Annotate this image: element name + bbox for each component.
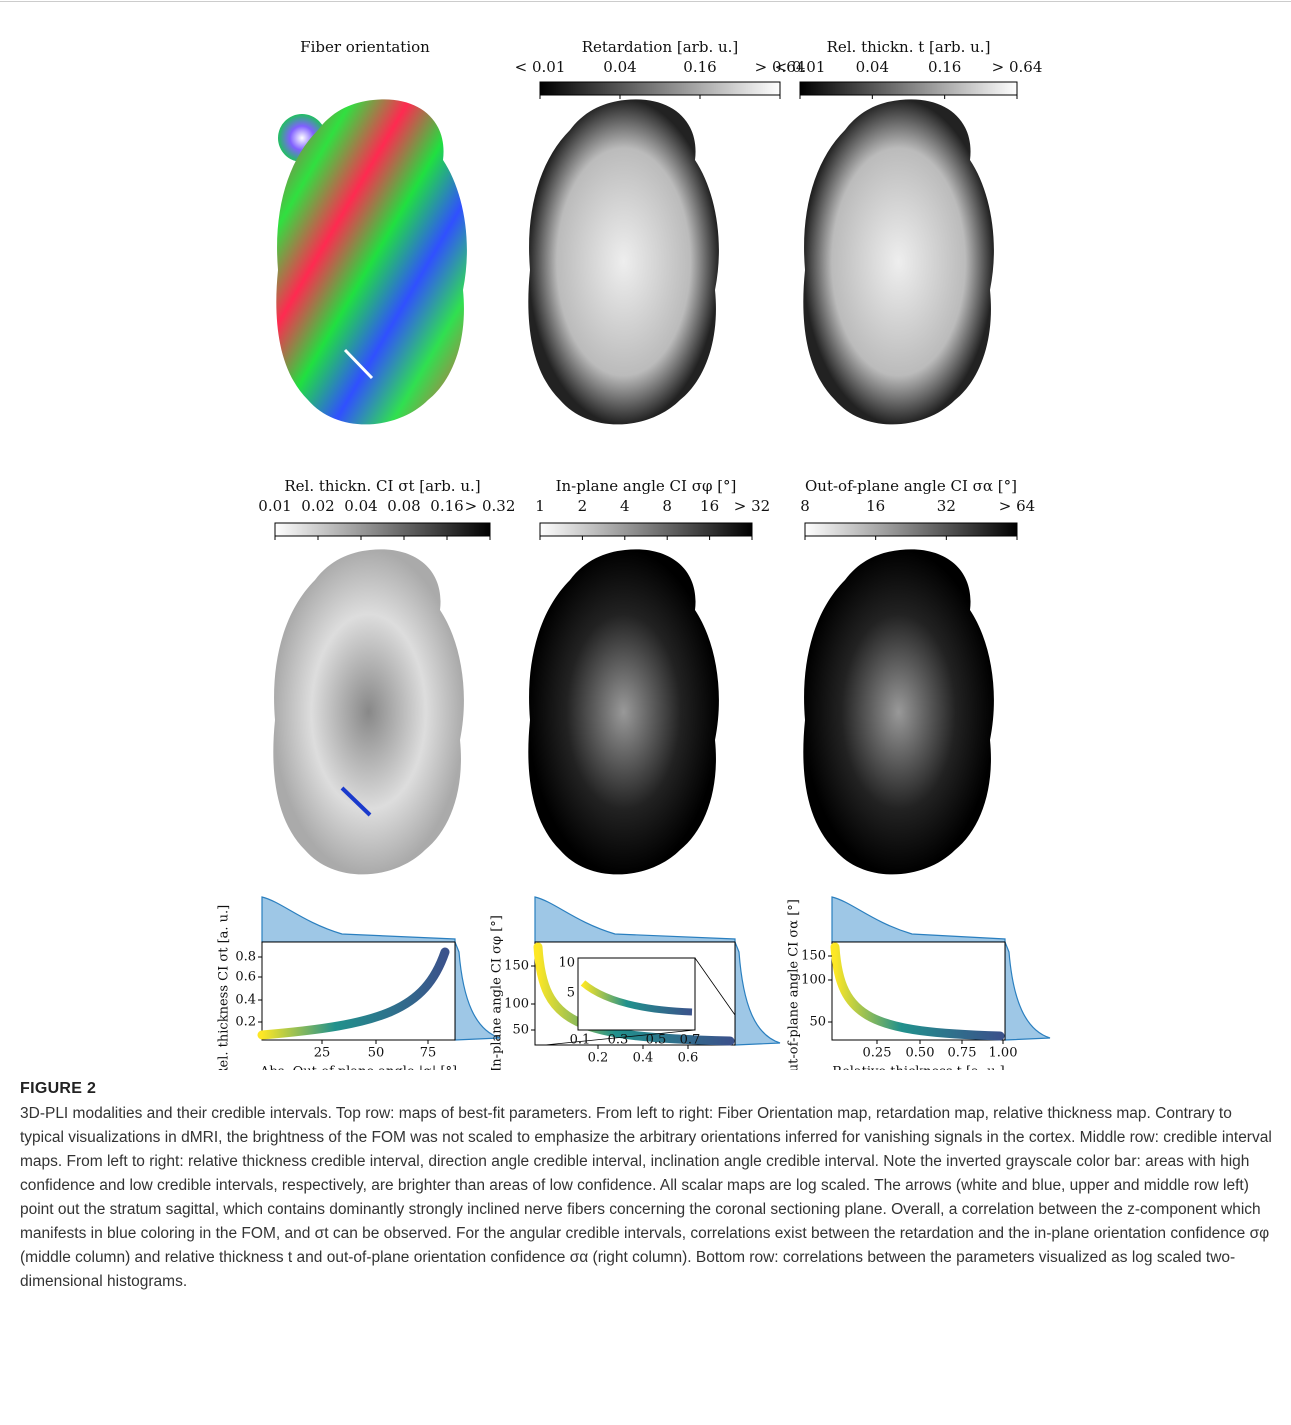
figure: Fiber orientation Abs. Out-of-plane angl…	[0, 0, 1291, 1070]
x-axis-label: Abs. Out-of-plane angle |α| [°]	[259, 1065, 457, 1071]
colorbar-tick-label: 4	[620, 497, 630, 515]
y-tick-label: 0.4	[235, 993, 256, 1008]
colorbar-tick-label: 0.16	[928, 58, 961, 76]
retardation-map	[528, 99, 719, 424]
y-tick-label: 0.8	[235, 950, 256, 965]
colorbar-tick-label: 2	[578, 497, 588, 515]
y-tick-label: 50	[809, 1015, 826, 1030]
caption: FIGURE 2 3D-PLI modalities and their cre…	[20, 1080, 1275, 1294]
colorbar-tick-label: 0.04	[344, 497, 377, 515]
colorbar-title: In-plane angle CI σφ [°]	[556, 477, 737, 495]
page: Fiber orientation Abs. Out-of-plane angl…	[0, 0, 1291, 1425]
marginal-right	[735, 942, 780, 1045]
inset-y-tick-label: 10	[558, 956, 575, 971]
colorbar-title: Out-of-plane angle CI σα [°]	[805, 477, 1017, 495]
colorbar	[540, 82, 780, 95]
colorbar-tick-label: 0.08	[387, 497, 420, 515]
colorbar-tick-label: 16	[866, 497, 885, 515]
y-tick-label: 100	[801, 973, 826, 988]
colorbar-tick-label: > 0.64	[992, 58, 1043, 76]
y-tick-label: 50	[512, 1023, 529, 1038]
plot-area	[832, 942, 1005, 1040]
inplane-ci-map	[528, 549, 719, 874]
colorbar-tick-label: 16	[700, 497, 719, 515]
colorbar-tick-label: > 64	[999, 497, 1035, 515]
thickness-ci-map	[273, 549, 464, 874]
x-axis-label: Retardation sin δ [a. u.]	[557, 1070, 713, 1071]
colorbar-tick-label: 0.01	[258, 497, 291, 515]
caption-text: 3D-PLI modalities and their credible int…	[20, 1102, 1275, 1294]
plots: Abs. Out-of-plane angle |α| [°] Rel. thic…	[217, 897, 1051, 1070]
x-tick-label: 0.25	[863, 1046, 892, 1061]
inset-x-tick-label: 0.5	[646, 1033, 667, 1048]
thickness-map	[803, 99, 994, 424]
colorbar	[805, 523, 1017, 536]
x-tick-label: 75	[420, 1046, 437, 1061]
colorbar-tick-label: 8	[662, 497, 672, 515]
caption-label: FIGURE 2	[20, 1080, 1275, 1098]
colorbar	[540, 523, 752, 536]
colorbar-tick-label: < 0.01	[515, 58, 566, 76]
marginal-top	[262, 897, 455, 942]
x-axis-label: Relative thickness t [a. u.]	[832, 1065, 1004, 1071]
x-tick-label: 1.00	[989, 1046, 1018, 1061]
inset-x-tick-label: 0.7	[680, 1033, 701, 1048]
inset-x-tick-label: 0.3	[608, 1033, 629, 1048]
colorbar-tick-label: 32	[937, 497, 956, 515]
x-tick-label: 0.4	[633, 1051, 654, 1066]
x-tick-label: 0.50	[906, 1046, 935, 1061]
y-axis-label: Rel. thickness CI σt [a. u.]	[217, 905, 232, 1070]
marginal-top	[832, 897, 1005, 942]
colorbar-tick-label: 1	[535, 497, 545, 515]
colorbar-tick-label: > 0.32	[465, 497, 516, 515]
y-axis-label: In-plane angle CI σφ [°]	[490, 915, 505, 1070]
inset-x-tick-label: 0.1	[570, 1033, 591, 1048]
y-tick-label: 0.2	[235, 1015, 256, 1030]
x-tick-label: 50	[368, 1046, 385, 1061]
y-axis-label: Out-of-plane angle CI σα [°]	[787, 899, 802, 1070]
colorbar-tick-label: 0.02	[301, 497, 334, 515]
colorbar-tick-label: 0.16	[683, 58, 716, 76]
y-tick-label: 150	[504, 959, 529, 974]
colorbar-title: Rel. thickn. CI σt [arb. u.]	[284, 477, 480, 495]
colorbar	[800, 82, 1017, 95]
marginal-top	[535, 897, 735, 942]
outofplane-ci-map	[803, 549, 994, 874]
y-tick-label: 150	[801, 949, 826, 964]
colorbar	[275, 523, 490, 536]
y-tick-label: 0.6	[235, 970, 256, 985]
x-tick-label: 0.2	[588, 1051, 609, 1066]
marginal-right	[1005, 942, 1050, 1040]
colorbar-tick-label: 0.04	[603, 58, 636, 76]
colorbar-tick-label: > 32	[734, 497, 770, 515]
x-tick-label: 25	[314, 1046, 331, 1061]
colorbar-tick-label: < 0.01	[775, 58, 826, 76]
colorbar-tick-label: 8	[800, 497, 810, 515]
x-tick-label: 0.6	[678, 1051, 699, 1066]
colorbar-tick-label: 0.04	[856, 58, 889, 76]
colorbar-title: Retardation [arb. u.]	[582, 38, 739, 56]
y-tick-label: 100	[504, 997, 529, 1012]
panel-title: Fiber orientation	[300, 38, 430, 56]
x-tick-label: 0.75	[948, 1046, 977, 1061]
colorbar-tick-label: 0.16	[430, 497, 463, 515]
colorbar-title: Rel. thickn. t [arb. u.]	[827, 38, 991, 56]
inset-y-tick-label: 5	[567, 986, 575, 1001]
